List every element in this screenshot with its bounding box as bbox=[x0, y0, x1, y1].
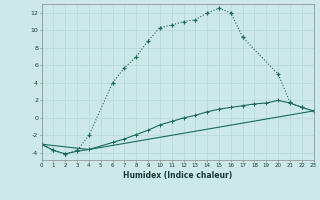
X-axis label: Humidex (Indice chaleur): Humidex (Indice chaleur) bbox=[123, 171, 232, 180]
